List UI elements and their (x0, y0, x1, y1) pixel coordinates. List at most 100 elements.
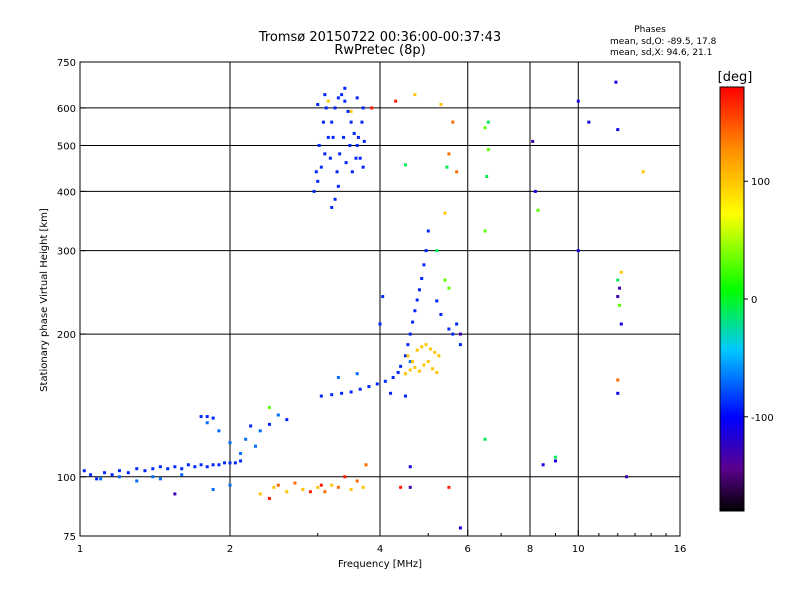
data-point (331, 135, 335, 139)
data-point (158, 465, 162, 469)
data-point (426, 360, 430, 364)
data-point (406, 343, 410, 347)
data-point (333, 197, 337, 201)
data-point (439, 312, 443, 316)
data-point (458, 332, 462, 336)
data-point (360, 120, 364, 124)
y-axis-label: Stationary phase Virtual Height [km] (39, 208, 50, 392)
data-point (403, 163, 407, 167)
data-point (323, 93, 327, 97)
data-point (316, 485, 320, 489)
x-tick-label: 10 (572, 544, 585, 555)
data-point (361, 165, 365, 169)
data-point (614, 80, 618, 84)
data-point (408, 332, 412, 336)
data-point (244, 437, 248, 441)
data-point (217, 429, 221, 433)
data-point (316, 103, 320, 107)
data-point (335, 170, 339, 174)
data-point (319, 165, 323, 169)
x-axis-label: Frequency [MHz] (338, 559, 422, 570)
data-point (420, 277, 424, 281)
data-point (312, 189, 316, 193)
data-point (426, 229, 430, 233)
data-point (433, 350, 437, 354)
data-point (330, 205, 334, 209)
data-point (362, 139, 366, 143)
data-point (346, 109, 350, 113)
data-point (576, 99, 580, 103)
data-point (333, 106, 337, 110)
data-point (285, 490, 289, 494)
data-point (355, 372, 359, 376)
data-point (211, 463, 215, 467)
data-point (205, 465, 209, 469)
data-point (437, 354, 441, 358)
colorbar-gradient (719, 86, 745, 512)
data-point (338, 152, 342, 156)
data-point (396, 370, 400, 374)
data-point (117, 469, 121, 473)
data-point (126, 471, 130, 475)
data-point (355, 96, 359, 100)
data-point (411, 320, 415, 324)
phases-x-stats: mean, sd,X: 94.6, 21.1 (610, 48, 712, 58)
data-point (103, 471, 107, 475)
data-point (217, 463, 221, 467)
data-point (447, 152, 451, 156)
y-tick-label: 75 (63, 532, 76, 543)
data-point (173, 465, 177, 469)
data-point (272, 485, 276, 489)
x-axis-ticks: 1 2 4 6 8 10 16 (77, 530, 686, 555)
data-point (336, 184, 340, 188)
data-point (408, 485, 412, 489)
data-point (321, 120, 325, 124)
data-point (355, 143, 359, 147)
data-point (619, 322, 623, 326)
data-point (228, 483, 232, 487)
data-point (455, 322, 459, 326)
data-point (553, 455, 557, 459)
data-point (378, 322, 382, 326)
data-point (326, 99, 330, 103)
data-point (117, 475, 121, 479)
data-point (422, 363, 426, 367)
data-point (413, 93, 417, 97)
data-point (451, 120, 455, 124)
data-point (403, 394, 407, 398)
y-tick-label: 300 (57, 247, 76, 258)
data-point (211, 488, 215, 492)
data-point (205, 415, 209, 419)
data-point (336, 485, 340, 489)
data-point (199, 463, 203, 467)
data-point (483, 229, 487, 233)
data-point (324, 106, 328, 110)
data-point (458, 343, 462, 347)
phases-title: Phases (634, 25, 666, 35)
data-point (435, 249, 439, 253)
data-point (413, 309, 417, 313)
data-point (336, 96, 340, 100)
data-point (323, 152, 327, 156)
data-point (424, 343, 428, 347)
data-point (356, 135, 360, 139)
x-tick-label: 1 (77, 544, 83, 555)
data-point (166, 467, 170, 471)
data-point (223, 461, 227, 465)
data-point (408, 360, 412, 364)
data-point (330, 120, 334, 124)
data-point (258, 429, 262, 433)
data-point (330, 483, 334, 487)
data-point (616, 128, 620, 132)
data-point (383, 379, 387, 383)
data-point (619, 270, 623, 274)
data-point (533, 189, 537, 193)
data-point (349, 488, 353, 492)
data-point (276, 483, 280, 487)
data-point (443, 278, 447, 282)
colorbar-label: [deg] (718, 70, 753, 85)
data-point (342, 135, 346, 139)
data-point (364, 463, 368, 467)
data-point (343, 99, 347, 103)
data-point (186, 463, 190, 467)
